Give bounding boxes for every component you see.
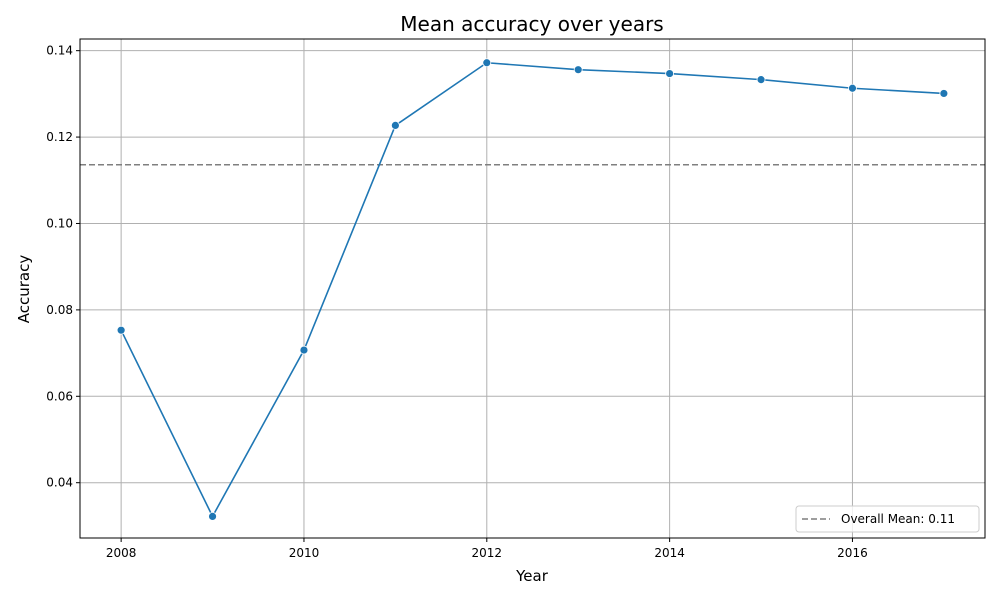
x-tick-label: 2012: [472, 546, 503, 560]
data-point: [848, 83, 857, 93]
data-point: [573, 65, 583, 75]
data-point: [390, 121, 400, 130]
y-axis-ticks: 0.04 0.06 0.08 0.10 0.12 0.14: [46, 44, 80, 490]
y-tick-label: 0.06: [46, 389, 73, 403]
x-axis-ticks: 2008 2010 2012 2014 2016: [106, 538, 868, 560]
x-tick-label: 2008: [106, 546, 137, 560]
y-tick-label: 0.14: [46, 44, 73, 58]
x-tick-label: 2014: [654, 546, 685, 560]
y-tick-label: 0.12: [46, 130, 73, 144]
data-point: [299, 345, 309, 355]
y-tick-label: 0.08: [46, 303, 73, 317]
data-point: [756, 75, 766, 85]
y-tick-label: 0.10: [46, 216, 73, 230]
series-line: [120, 61, 944, 519]
plot-frame: [79, 38, 986, 539]
series-layer: [116, 58, 949, 521]
data-point: [939, 89, 949, 98]
y-tick-label: 0.04: [46, 476, 73, 490]
grid: [80, 39, 985, 538]
data-point: [116, 325, 126, 335]
legend-box: [795, 505, 980, 533]
legend: Overall Mean: 0.11: [795, 505, 980, 533]
data-point: [665, 69, 675, 78]
y-axis-title: Accuracy: [15, 255, 33, 324]
chart-title: Mean accuracy over years: [400, 12, 663, 36]
x-tick-label: 2016: [837, 546, 868, 560]
legend-label: Overall Mean: 0.11: [841, 512, 955, 526]
x-tick-label: 2010: [289, 546, 320, 560]
data-point: [482, 58, 492, 68]
x-axis-title: Year: [515, 567, 549, 585]
data-point: [208, 511, 217, 521]
